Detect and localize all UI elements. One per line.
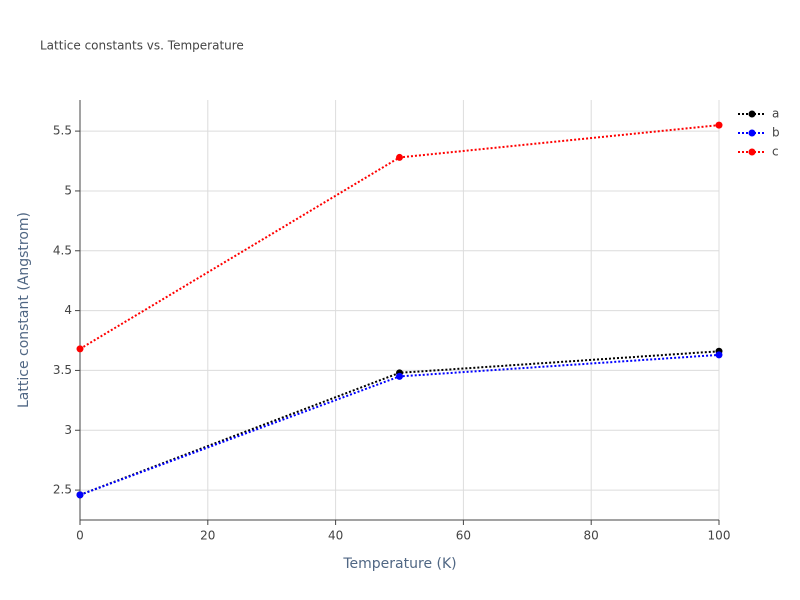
x-tick-label: 60 xyxy=(456,529,471,543)
y-tick-label: 4.5 xyxy=(53,243,72,257)
data-point xyxy=(715,121,723,129)
legend-marker xyxy=(748,110,756,118)
data-point xyxy=(396,372,403,380)
legend-marker xyxy=(748,148,756,156)
x-tick-label: 0 xyxy=(76,529,84,543)
data-point xyxy=(715,351,723,359)
x-tick-label: 40 xyxy=(328,529,343,543)
legend-marker xyxy=(748,129,756,137)
y-axis-title: Lattice constant (Angstrom) xyxy=(16,212,32,408)
y-tick-label: 3.5 xyxy=(53,363,72,377)
y-tick-label: 3 xyxy=(64,423,72,437)
x-tick-label: 80 xyxy=(584,529,599,543)
x-axis-title: Temperature (K) xyxy=(342,556,456,572)
legend-label: c xyxy=(772,145,779,159)
x-tick-label: 20 xyxy=(200,529,215,543)
y-tick-label: 2.5 xyxy=(53,483,72,497)
x-tick-label: 100 xyxy=(708,529,731,543)
y-tick-label: 5.5 xyxy=(53,124,72,138)
y-tick-label: 5 xyxy=(64,183,72,197)
legend-label: b xyxy=(772,126,780,140)
y-tick-label: 4 xyxy=(64,303,72,317)
data-point xyxy=(396,153,403,161)
data-point xyxy=(76,345,84,353)
data-point xyxy=(76,491,84,499)
legend-label: a xyxy=(772,107,779,121)
chart-title: Lattice constants vs. Temperature xyxy=(40,39,244,53)
